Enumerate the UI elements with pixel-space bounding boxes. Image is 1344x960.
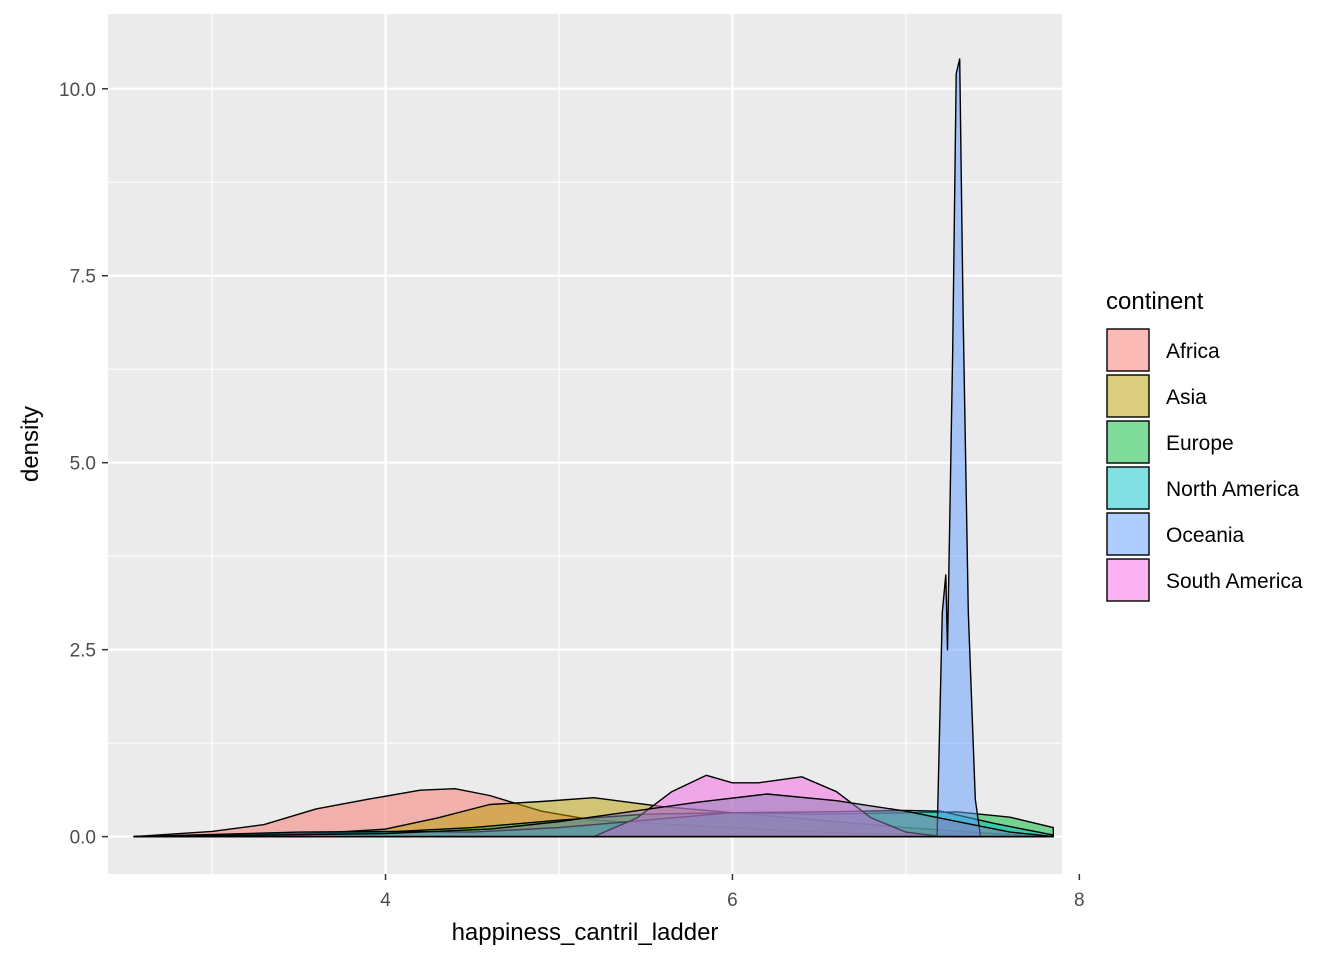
legend-label-asia: Asia — [1166, 386, 1207, 409]
density-areas — [133, 58, 1054, 838]
legend-label-south-america: South America — [1166, 570, 1303, 593]
legend-key-asia — [1106, 374, 1150, 418]
plot-panel — [108, 14, 1062, 874]
legend-label-oceania: Oceania — [1166, 524, 1245, 547]
y-tick-label: 0.0 — [70, 828, 96, 849]
minor-gridlines — [108, 14, 1062, 874]
y-axis-title: density — [17, 406, 44, 482]
legend-key-europe — [1106, 420, 1150, 464]
legend-key-south-america — [1106, 558, 1150, 602]
legend: continent Africa Asia Europe North America O… — [1106, 288, 1303, 602]
legend-label-africa: Africa — [1166, 340, 1220, 363]
legend-key-north-america — [1106, 466, 1150, 510]
x-axis-ticks: 4 6 8 — [380, 874, 1085, 911]
y-tick-label: 2.5 — [70, 641, 96, 662]
legend-title: continent — [1106, 288, 1204, 315]
density-area-oceania — [936, 58, 982, 838]
legend-label-north-america: North America — [1166, 478, 1299, 501]
density-area-unlabeled-6 — [133, 793, 1054, 838]
legend-key-africa — [1106, 328, 1150, 372]
y-axis-ticks: 0.0 2.5 5.0 7.5 10.0 — [59, 80, 108, 849]
y-tick-label: 5.0 — [70, 454, 96, 475]
x-tick-label: 8 — [1074, 890, 1085, 911]
y-tick-label: 7.5 — [70, 267, 96, 288]
x-axis-title: happiness_cantril_ladder — [452, 919, 719, 946]
legend-key-oceania — [1106, 512, 1150, 556]
legend-label-europe: Europe — [1166, 432, 1234, 455]
y-tick-label: 10.0 — [59, 80, 96, 101]
x-tick-label: 6 — [727, 890, 738, 911]
x-tick-label: 4 — [380, 890, 391, 911]
